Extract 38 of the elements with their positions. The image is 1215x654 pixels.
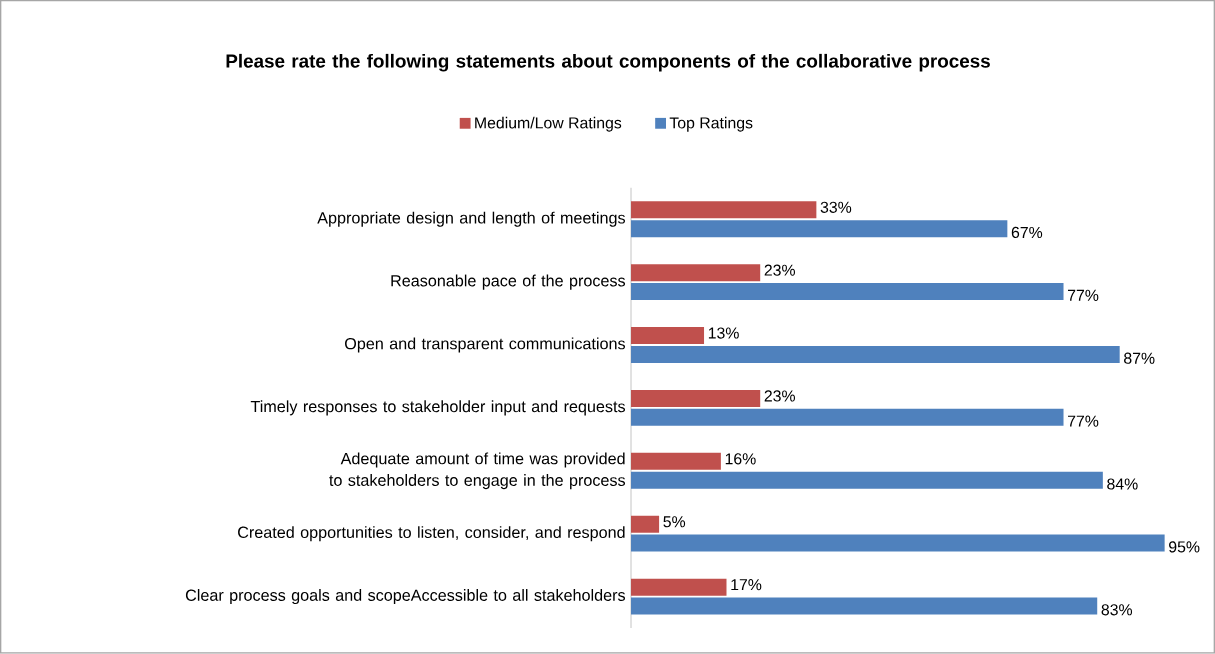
bar xyxy=(631,390,761,408)
y-tick-label: Open and transparent communications xyxy=(345,337,626,353)
data-label: 16% xyxy=(725,453,756,465)
bar xyxy=(631,346,1120,364)
legend-label: Medium/Low Ratings xyxy=(475,117,622,132)
data-label: 77% xyxy=(1068,289,1099,302)
bar xyxy=(631,471,1103,489)
y-tick-label: Timely responses to stakeholder input and requests xyxy=(250,400,626,416)
data-label: 83% xyxy=(1101,604,1133,616)
bar xyxy=(631,220,1008,238)
bar xyxy=(631,264,761,282)
data-label: 17% xyxy=(731,579,762,591)
bar xyxy=(631,578,727,596)
data-label: 13% xyxy=(708,327,739,339)
bar xyxy=(631,201,817,219)
data-label: 5% xyxy=(663,516,686,528)
bar xyxy=(631,597,1098,615)
data-label: 77% xyxy=(1068,415,1099,427)
chart-title: Please rate the following statements about components of the collaborative process xyxy=(226,54,990,72)
data-label: 87% xyxy=(1124,352,1155,364)
data-label: 67% xyxy=(1011,226,1043,239)
data-label: 33% xyxy=(820,201,852,214)
y-tick-label: Clear process goals and scopeAccessible to all stakeholders xyxy=(185,589,626,605)
bar xyxy=(631,283,1064,301)
data-label: 84% xyxy=(1107,478,1138,490)
bar xyxy=(631,409,1064,426)
bar xyxy=(631,534,1165,552)
y-tick-label: Created opportunities to listen, consider, and respond xyxy=(238,526,625,542)
bar xyxy=(631,327,705,345)
y-tick-label: Adequate amount of time was provided to stakeholders to engage in the process xyxy=(329,452,626,490)
bar xyxy=(631,515,660,533)
data-label: 23% xyxy=(764,390,796,402)
bar xyxy=(631,453,721,470)
y-tick-label: Appropriate design and length of meetings xyxy=(317,211,626,227)
y-tick-label: Reasonable pace of the process xyxy=(391,274,626,290)
data-label: 95% xyxy=(1169,541,1200,553)
data-label: 23% xyxy=(764,264,796,276)
legend-label: Top Ratings xyxy=(669,117,753,132)
